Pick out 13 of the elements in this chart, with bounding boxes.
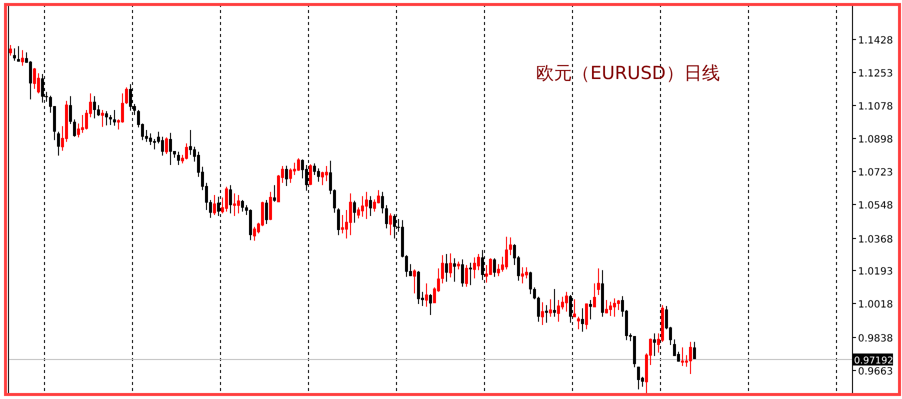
y-tick-label: 1.0548 <box>858 200 893 212</box>
y-tick-label: 0.9663 <box>858 366 893 378</box>
y-tick-label: 1.0898 <box>858 134 893 146</box>
y-tick-label: 1.1253 <box>858 68 893 80</box>
y-tick-label: 1.0193 <box>858 266 893 278</box>
y-tick-label: 0.9838 <box>858 334 893 344</box>
y-tick-label: 1.1078 <box>858 102 893 112</box>
y-tick-label: 1.0018 <box>858 300 893 310</box>
y-tick-label: 1.1428 <box>858 36 893 46</box>
text: 欧元（EURUSD）日线 <box>536 63 720 84</box>
y-tick-label: 1.0723 <box>858 168 893 178</box>
ref-line-label: 0.97192 <box>854 356 894 366</box>
y-tick-label: 1.0368 <box>858 234 893 246</box>
